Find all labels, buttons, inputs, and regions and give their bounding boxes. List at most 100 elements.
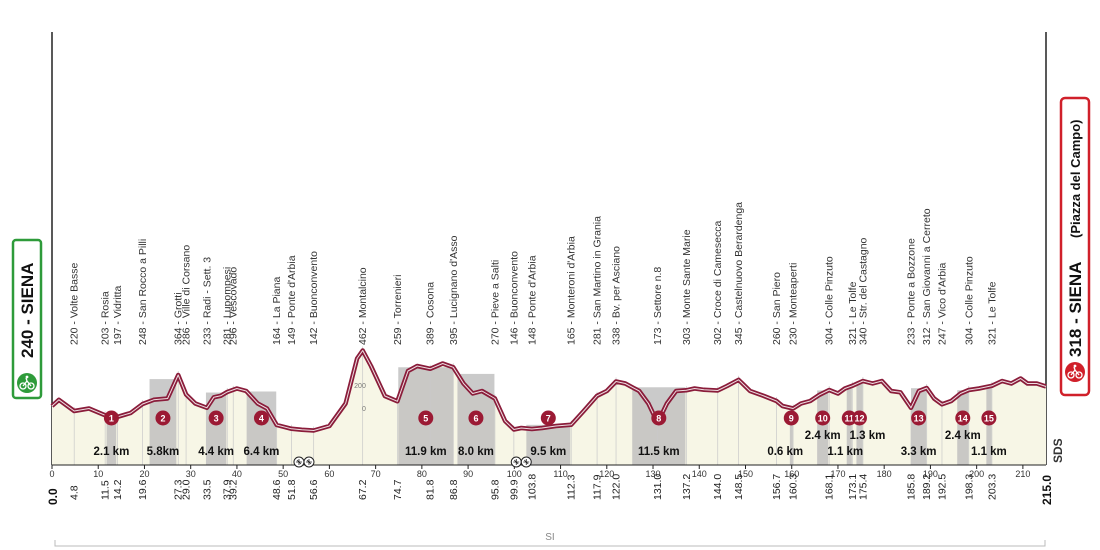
sector-badge-6 xyxy=(468,410,484,426)
x-axis-tick-label: 140 xyxy=(692,469,707,479)
finish-box-sublabel: (Piazza del Campo) xyxy=(1068,120,1083,238)
sector-badge-number: 11 xyxy=(845,413,855,423)
place-km-label: 160.3 xyxy=(788,474,800,500)
x-axis-tick-label: 60 xyxy=(324,469,334,479)
place-name-label: 303 - Monte Sante Marie xyxy=(681,229,693,345)
sector-band-14 xyxy=(957,390,969,465)
place-km-label: 11.5 xyxy=(100,480,112,500)
finish-box: 318 - SIENA (Piazza del Campo) xyxy=(1059,96,1091,397)
x-axis-tick-label: 90 xyxy=(463,469,473,479)
place-km-label: 122.0 xyxy=(611,474,623,500)
x-axis-tick-label: 80 xyxy=(417,469,427,479)
place-km-label: 48.6 xyxy=(271,479,283,500)
sector-band-8 xyxy=(632,387,686,465)
place-km-label: 51.8 xyxy=(286,479,298,500)
sector-length-label: 5.8km xyxy=(147,446,180,458)
place-km-label: 74.7 xyxy=(392,479,404,500)
place-name-label: 338 - Bv. per Asciano xyxy=(611,246,623,345)
place-name-label: 259 - Torrenieri xyxy=(392,275,404,345)
place-km-label: 185.8 xyxy=(906,474,918,500)
place-km-label: 95.8 xyxy=(489,479,501,500)
place-km-label: 198.3 xyxy=(963,474,975,500)
place-km-label: 99.9 xyxy=(508,479,520,500)
sector-badge-number: 12 xyxy=(854,413,864,423)
x-axis-tick-label: 130 xyxy=(646,469,661,479)
x-axis-tick-label: 70 xyxy=(371,469,381,479)
sector-band-13 xyxy=(911,388,927,465)
cyclist-finish-icon xyxy=(1065,362,1085,382)
x-axis-tick-label: 30 xyxy=(186,469,196,479)
place-km-label: 168.1 xyxy=(824,474,836,500)
sector-length-label: 3.3 km xyxy=(901,446,937,458)
place-name-label: 203 - Rosia xyxy=(100,291,112,345)
sector-length-label: 1.1 km xyxy=(971,446,1007,458)
place-name-label: 220 - Volte Basse xyxy=(69,263,81,345)
sector-badge-number: 5 xyxy=(423,413,428,423)
place-km-label: 148.5 xyxy=(733,474,745,500)
place-name-label: 148 - Ponte d'Arbia xyxy=(526,255,538,345)
sector-length-label: 9.5 km xyxy=(530,446,566,458)
place-name-label: 247 - Vico d'Arbia xyxy=(936,262,948,345)
si-bracket: SI xyxy=(54,532,1046,547)
place-km-label: 27.3 xyxy=(173,479,185,500)
place-km-label: 33.5 xyxy=(201,479,213,500)
sector-badge-1 xyxy=(103,410,119,426)
place-km-label: 192.5 xyxy=(936,474,948,500)
place-name-label: 304 - Colle Pinzuto xyxy=(824,256,836,345)
sector-length-label: 2.4 km xyxy=(805,430,841,442)
place-name-label: 286 - Ville di Corsano xyxy=(181,245,193,345)
sector-badge-number: 7 xyxy=(546,413,551,423)
place-km-label: 14.2 xyxy=(112,479,124,500)
place-name-label: 302 - Croce di Camesecca xyxy=(712,221,724,345)
sector-badge-number: 10 xyxy=(818,413,828,423)
x-axis-tick-label: 180 xyxy=(877,469,892,479)
si-label: SI xyxy=(545,532,554,543)
sector-badge-number: 8 xyxy=(656,413,661,423)
sector-length-label: 8.0 km xyxy=(458,446,494,458)
place-km-label: 203.3 xyxy=(986,474,998,500)
place-name-label: 395 - Lucignano d'Asso xyxy=(448,235,460,345)
place-name-label: 321 - Le Tolfe xyxy=(847,281,859,345)
sector-length-label: 1.3 km xyxy=(850,430,886,442)
sector-band-10 xyxy=(817,390,829,465)
place-km-label: 29.0 xyxy=(181,479,193,500)
place-name-label: 233 - Radi - Sett. 3 xyxy=(201,257,213,345)
place-km-label: 19.6 xyxy=(137,479,149,500)
start-km-label: 0.0 xyxy=(46,488,60,505)
sector-badge-number: 14 xyxy=(958,413,968,423)
x-axis-tick-label: 190 xyxy=(923,469,938,479)
x-axis-tick-label: 100 xyxy=(507,469,522,479)
place-name-label: 270 - Pieve a Salti xyxy=(489,260,501,345)
level-crossing-icon xyxy=(293,456,315,468)
sector-badge-13 xyxy=(911,410,927,426)
place-name-label: 197 - Vidritta xyxy=(112,286,124,345)
sector-length-label: 4.4 km xyxy=(198,446,234,458)
place-km-label: 103.8 xyxy=(526,474,538,500)
sector-badge-7 xyxy=(540,410,556,426)
x-axis-tick-label: 160 xyxy=(784,469,799,479)
sector-length-label: 11.5 km xyxy=(638,446,680,458)
place-km-label: 156.7 xyxy=(771,474,783,500)
sector-badge-9 xyxy=(783,410,799,426)
sector-badge-12 xyxy=(851,410,867,426)
place-km-label: 56.6 xyxy=(308,479,320,500)
sector-length-label: 11.9 km xyxy=(405,446,447,458)
end-km-label: 215.0 xyxy=(1040,475,1054,505)
reference-label-200: 200 xyxy=(354,383,366,390)
place-name-label: 304 - Colle Pinzuto xyxy=(963,256,975,345)
place-name-label: 260 - San Piero xyxy=(771,272,783,345)
place-name-label: 340 - Str. del Castagno xyxy=(857,237,869,345)
place-km-label: 173.1 xyxy=(847,474,859,500)
sector-badge-number: 3 xyxy=(214,413,219,423)
sector-length-label: 2.4 km xyxy=(945,430,981,442)
sector-badge-2 xyxy=(155,410,171,426)
sds-label: SDS xyxy=(1051,438,1065,463)
place-name-label: 321 - Le Tolfe xyxy=(986,281,998,345)
place-name-label: 142 - Buonconvento xyxy=(308,251,320,345)
sector-badge-number: 1 xyxy=(109,413,114,423)
cyclist-icon xyxy=(17,373,37,393)
place-name-label: 281 - Lupompesi xyxy=(222,267,234,345)
sector-band-3 xyxy=(205,392,227,465)
place-name-label: 233 - Ponte a Bozzone xyxy=(906,238,918,345)
